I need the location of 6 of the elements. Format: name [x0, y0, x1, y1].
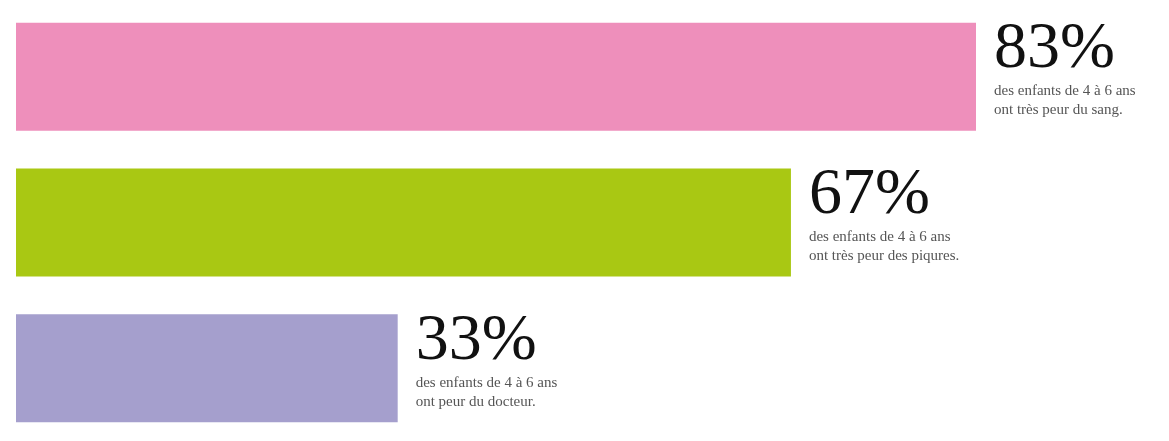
annotation: des enfants de 4 à 6 ans ont peur du docteur. — [415, 373, 558, 409]
annotation: des enfants de 4 à 6 ans ont très peur des piqures. — [808, 228, 960, 263]
data-label: 67% — [808, 154, 930, 227]
data-label: 83% — [994, 8, 1115, 82]
data-label: 33% — [415, 299, 537, 373]
text: des enfants de 4 à 6 ans ont très peur du sang. — [994, 82, 1136, 118]
